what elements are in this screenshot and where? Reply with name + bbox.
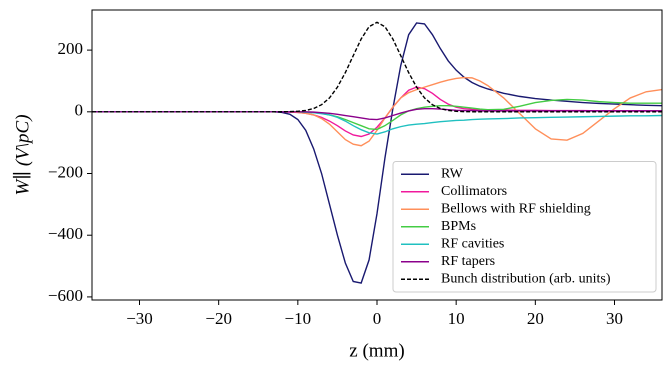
legend-label: Bellows with RF shielding <box>441 201 591 216</box>
legend-label: RF cavities <box>441 236 504 251</box>
x-tick-label: 0 <box>373 309 382 328</box>
x-tick-label: 10 <box>448 309 465 328</box>
y-tick-label: −200 <box>48 162 83 181</box>
legend-label: Bunch distribution (arb. units) <box>441 271 611 286</box>
x-axis-label: z (mm) <box>349 340 404 361</box>
x-tick-label: −10 <box>285 309 312 328</box>
plot-frame <box>91 9 663 301</box>
series-line <box>92 108 662 121</box>
legend-label: RW <box>441 166 464 181</box>
series-line <box>92 21 662 113</box>
legend-label: Collimators <box>441 184 507 199</box>
x-tick-label: 20 <box>527 309 544 328</box>
legend-box <box>392 161 657 293</box>
y-tick-label: 200 <box>58 39 84 58</box>
y-axis-label: W∥ (V\pC) <box>12 114 33 195</box>
legend-label: RF tapers <box>441 254 495 269</box>
x-tick-label: −20 <box>205 309 232 328</box>
legend-label: BPMs <box>441 219 476 234</box>
x-tick-label: 30 <box>606 309 623 328</box>
x-tick-label: −30 <box>126 309 153 328</box>
series-line <box>92 98 662 131</box>
legend: RW Collimators Bellows with RF shielding BP… <box>392 161 657 293</box>
y-tick-label: −600 <box>48 286 83 305</box>
plot-lines <box>92 21 662 284</box>
y-tick-label: 0 <box>75 101 84 120</box>
y-tick-label: −400 <box>48 224 83 243</box>
